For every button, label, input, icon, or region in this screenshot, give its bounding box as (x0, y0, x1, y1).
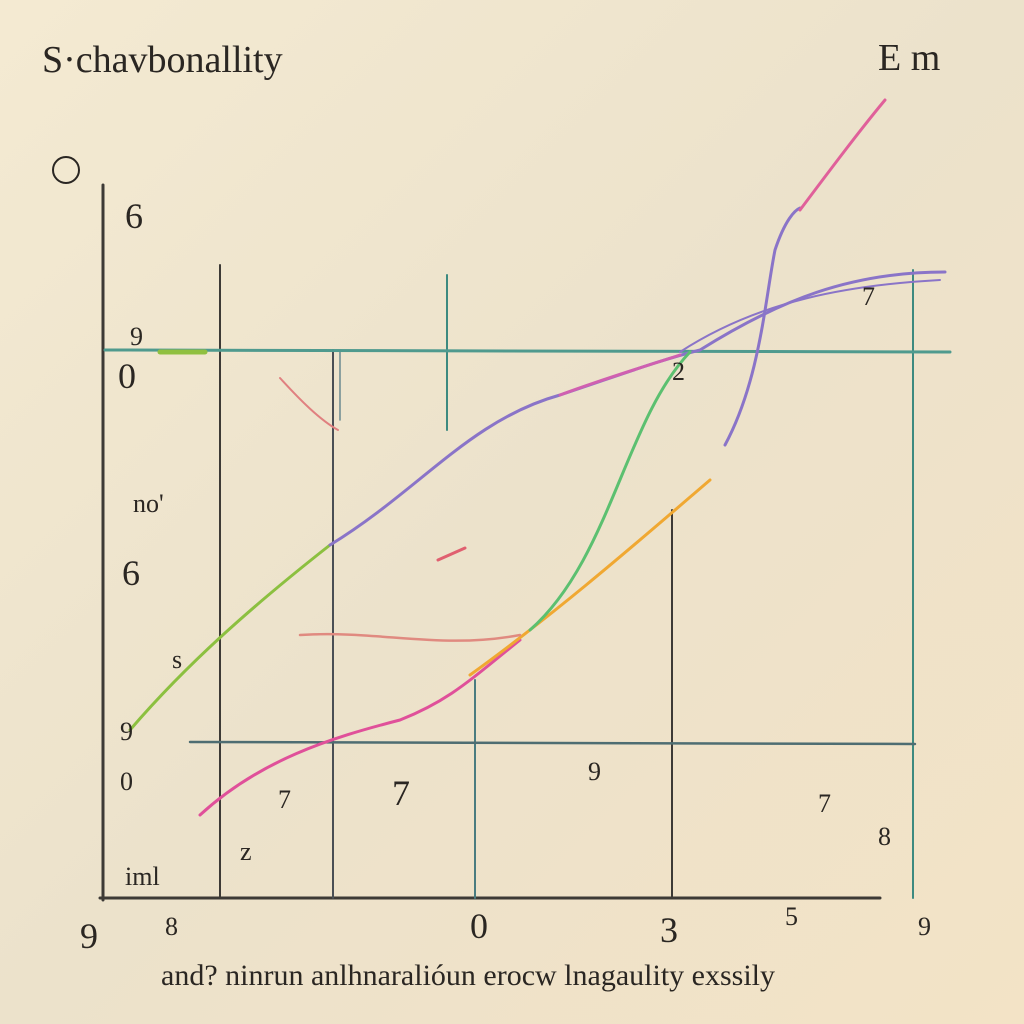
grid (98, 183, 952, 902)
title: S·chavbonallity (42, 39, 283, 81)
sketch-label: 7 (392, 773, 410, 813)
sketch-label: 6 (122, 553, 140, 593)
curve (436, 546, 467, 562)
caption: and? ninrun anlhnaralióun erocw lnagauli… (161, 959, 775, 992)
corner-label: E m (878, 37, 940, 79)
sketch-label: 0 (120, 767, 133, 796)
curve (798, 98, 887, 212)
sketch-label: 0 (118, 356, 136, 396)
sketch-label: 7 (862, 282, 875, 311)
curve (558, 353, 682, 397)
curve (528, 350, 692, 632)
sketch-label: 2 (672, 357, 685, 386)
sketch-label: 9 (130, 322, 143, 351)
curve (128, 543, 332, 732)
curve (468, 478, 712, 677)
sketch-label: iml (125, 862, 160, 891)
curve (198, 638, 522, 817)
sketch-label: 9 (80, 916, 98, 956)
sketch-label: 9 (918, 912, 931, 941)
sketch-label: 3 (660, 910, 678, 950)
sketch-label: 0 (470, 906, 488, 946)
sketch-label: 9 (588, 757, 601, 786)
sketch-label: 9 (120, 717, 133, 746)
sketch-label: 7 (818, 789, 831, 818)
sketch-label: 7 (278, 785, 291, 814)
sketch-label: 6 (125, 196, 143, 236)
sketch-label: s (172, 645, 182, 674)
curve (279, 377, 339, 431)
sketch-label: 5 (785, 902, 798, 931)
grid-line (103, 348, 952, 354)
curve (723, 206, 802, 447)
curves (52, 98, 947, 817)
circle (52, 156, 80, 184)
curve (298, 632, 522, 642)
curve (679, 279, 941, 353)
sketch-label: 8 (878, 822, 891, 851)
sketch-label: 8 (165, 912, 178, 941)
sketch-label: z (240, 837, 252, 866)
grid-line (188, 740, 917, 746)
sketch-label: no' (133, 489, 164, 518)
